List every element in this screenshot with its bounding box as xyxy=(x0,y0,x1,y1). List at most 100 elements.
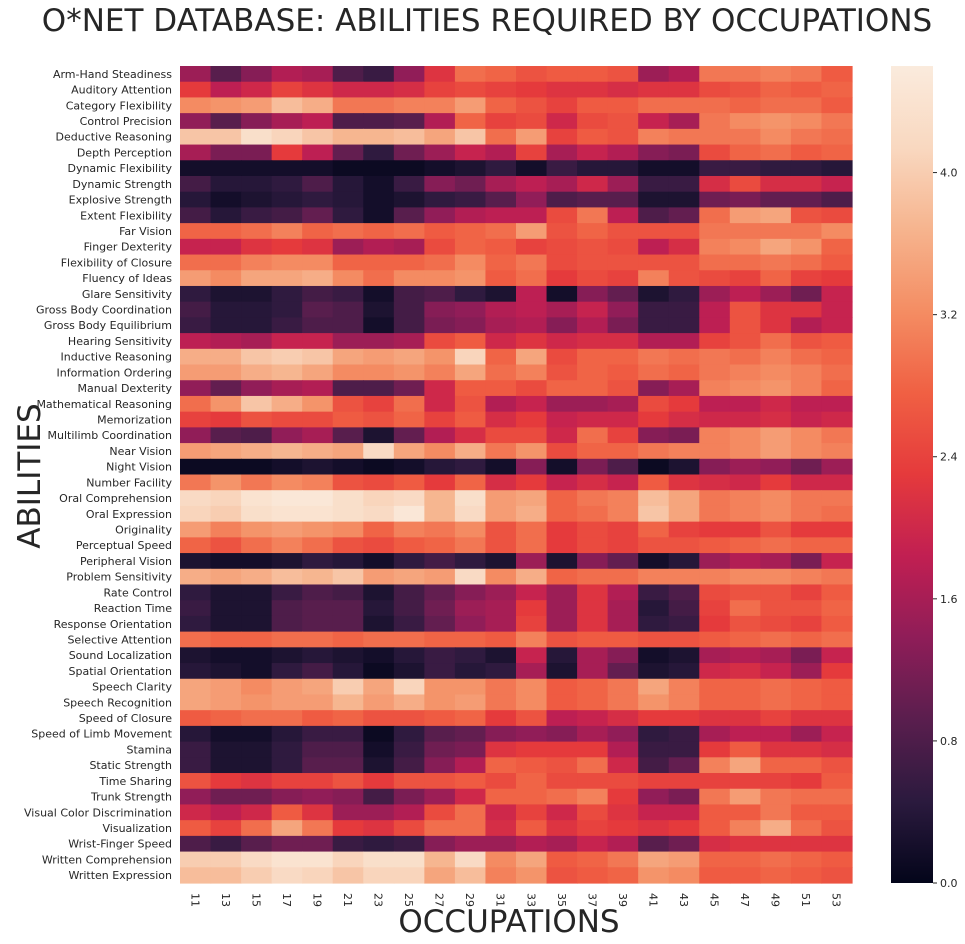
heatmap-cell xyxy=(699,175,731,193)
heatmap-cell xyxy=(607,458,639,476)
heatmap-cell xyxy=(454,568,487,586)
heatmap-cell xyxy=(393,521,425,538)
heatmap-cell xyxy=(332,301,364,318)
heatmap-cell xyxy=(638,128,670,146)
heatmap-cell xyxy=(790,348,823,366)
heatmap-cell xyxy=(729,191,761,208)
heatmap-cell xyxy=(363,615,395,633)
heatmap-cell xyxy=(210,584,242,601)
heatmap-cell xyxy=(577,631,609,648)
heatmap-cell xyxy=(393,820,425,837)
heatmap-cell xyxy=(790,395,823,413)
y-tick-label: Static Strength xyxy=(89,759,172,772)
heatmap-cell xyxy=(424,820,456,837)
heatmap-cell xyxy=(485,207,517,224)
heatmap-cell xyxy=(271,380,303,397)
heatmap-cell xyxy=(729,380,761,397)
heatmap-cell xyxy=(424,66,456,83)
heatmap-cell xyxy=(821,820,853,837)
heatmap-cell xyxy=(760,474,792,491)
heatmap-cell xyxy=(424,191,456,208)
heatmap-cell xyxy=(393,128,425,146)
heatmap-cell xyxy=(302,427,334,444)
heatmap-cell xyxy=(302,458,334,476)
heatmap-cell xyxy=(577,804,609,821)
heatmap-cell xyxy=(729,773,761,790)
heatmap-cell xyxy=(760,537,792,554)
heatmap-cell xyxy=(607,647,639,664)
heatmap-cell xyxy=(699,66,731,83)
y-tick-label: Control Precision xyxy=(80,115,172,128)
heatmap-cell xyxy=(729,757,761,774)
heatmap-cell xyxy=(546,678,578,696)
heatmap-cell xyxy=(607,160,639,177)
heatmap-cell xyxy=(729,175,761,193)
x-tick-label: 33 xyxy=(524,893,537,907)
heatmap-cell xyxy=(821,678,853,696)
heatmap-cell xyxy=(485,490,517,507)
x-tick-label: 51 xyxy=(799,893,812,907)
heatmap-cell xyxy=(454,867,487,884)
heatmap-cell xyxy=(454,160,487,177)
heatmap-cell xyxy=(546,631,578,648)
heatmap-cell xyxy=(638,144,670,161)
heatmap-cell xyxy=(393,568,425,586)
y-tick-label: Dynamic Strength xyxy=(72,178,172,191)
heatmap-cell xyxy=(790,678,823,696)
y-tick-label: Information Ordering xyxy=(57,366,172,379)
heatmap-cell xyxy=(607,144,639,161)
heatmap-cell xyxy=(821,81,853,99)
heatmap-cell xyxy=(638,301,670,318)
heatmap-cell xyxy=(607,238,639,256)
heatmap-cell xyxy=(790,81,823,99)
heatmap-cell xyxy=(668,835,700,853)
heatmap-cell xyxy=(668,474,700,491)
heatmap-cell xyxy=(210,804,242,821)
heatmap-cell xyxy=(180,238,212,256)
heatmap-cell xyxy=(516,773,548,790)
y-tick-label: Problem Sensitivity xyxy=(66,571,172,584)
heatmap-cell xyxy=(546,411,578,428)
heatmap-cell xyxy=(454,380,487,397)
heatmap-cell xyxy=(271,270,303,287)
heatmap-cell xyxy=(668,301,700,318)
heatmap-cell xyxy=(638,725,670,743)
heatmap-cell xyxy=(668,741,700,758)
heatmap-cell xyxy=(241,395,273,413)
heatmap-cell xyxy=(699,128,731,146)
heatmap-cell xyxy=(424,348,456,366)
heatmap-cell xyxy=(180,804,212,821)
heatmap-cell xyxy=(821,364,853,381)
heatmap-cell xyxy=(241,835,273,853)
heatmap-cell xyxy=(577,175,609,193)
heatmap-cell xyxy=(607,725,639,743)
heatmap-cell xyxy=(760,710,792,727)
heatmap-cell xyxy=(241,553,273,570)
heatmap-cell xyxy=(271,804,303,821)
heatmap-cell xyxy=(516,411,548,428)
heatmap-cell xyxy=(180,710,212,727)
heatmap-cell xyxy=(210,411,242,428)
heatmap-cell xyxy=(516,710,548,727)
heatmap-cell xyxy=(607,584,639,601)
heatmap-cell xyxy=(729,223,761,240)
heatmap-cell xyxy=(607,411,639,428)
heatmap-cell xyxy=(180,81,212,99)
heatmap-cell xyxy=(180,663,212,680)
heatmap-cell xyxy=(393,380,425,397)
heatmap-cell xyxy=(363,364,395,381)
heatmap-cell xyxy=(241,175,273,193)
heatmap-cell xyxy=(577,443,609,460)
heatmap-cell xyxy=(332,160,364,177)
heatmap-cell xyxy=(424,804,456,821)
heatmap-cell xyxy=(302,757,334,774)
heatmap-cell xyxy=(424,694,456,711)
heatmap-cell xyxy=(607,773,639,790)
heatmap-cell xyxy=(668,333,700,350)
heatmap-cell xyxy=(424,647,456,664)
y-tick-label: Oral Comprehension xyxy=(59,492,172,505)
heatmap-cell xyxy=(332,66,364,83)
heatmap-cell xyxy=(454,97,487,114)
heatmap-cell xyxy=(821,348,853,366)
heatmap-cell xyxy=(332,207,364,224)
